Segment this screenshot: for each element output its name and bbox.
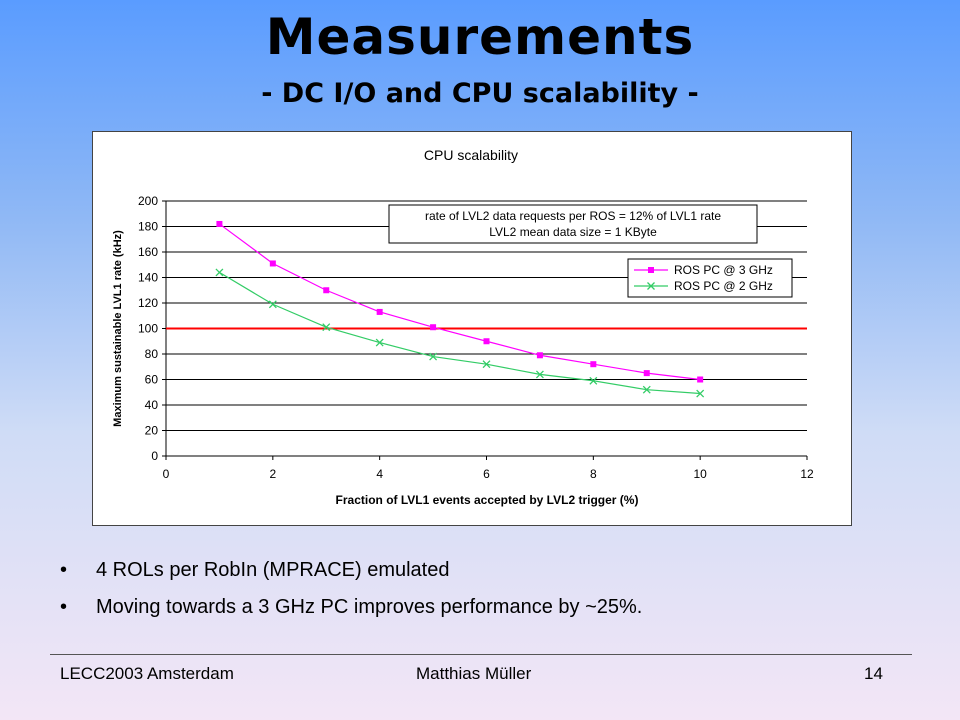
slide-subtitle: - DC I/O and CPU scalability - (261, 78, 699, 109)
series-line-1 (219, 223, 701, 381)
series-line-2 (219, 271, 701, 395)
data-point (590, 361, 597, 368)
y-tick-label: 180 (138, 220, 158, 234)
x-tick-label: 2 (269, 467, 276, 481)
data-point (483, 338, 490, 345)
data-point (268, 300, 277, 309)
data-point (697, 376, 704, 383)
bullet-item: • Moving towards a 3 GHz PC improves per… (60, 592, 642, 629)
y-tick-label: 20 (145, 424, 159, 438)
y-tick-label: 40 (145, 398, 159, 412)
data-point (535, 370, 544, 379)
x-tick-label: 0 (163, 467, 170, 481)
x-tick-label: 10 (693, 467, 707, 481)
data-point (376, 308, 383, 315)
footer-page-number: 14 (864, 664, 883, 683)
annotation-box (388, 204, 758, 244)
bullet-list: • 4 ROLs per RobIn (MPRACE) emulated • M… (60, 555, 642, 629)
footer-divider (50, 654, 912, 655)
x-tick-label: 8 (590, 467, 597, 481)
legend-marker (648, 267, 654, 273)
y-tick-label: 80 (145, 347, 159, 361)
y-tick-label: 200 (138, 194, 158, 208)
y-tick-label: 120 (138, 296, 158, 310)
data-point (642, 385, 651, 394)
x-tick-label: 12 (800, 467, 814, 481)
chart-area: CPU scalability 0 20 40 60 80 100 120 140 160 180 2… (92, 131, 852, 526)
y-tick-label: 140 (138, 271, 158, 285)
legend-label: ROS PC @ 3 GHz (674, 263, 773, 277)
legend-box (627, 258, 793, 298)
annotation-text: LVL2 mean data size = 1 KByte (489, 225, 657, 239)
data-point (696, 389, 705, 398)
y-tick-label: 60 (145, 373, 159, 387)
data-point (589, 376, 598, 385)
y-tick-label: 160 (138, 245, 158, 259)
cpu-scalability-chart: CPU scalability0204060801001201401601802… (112, 147, 814, 507)
bullet-text: 4 ROLs per RobIn (MPRACE) emulated (96, 559, 450, 581)
bullet-item: • 4 ROLs per RobIn (MPRACE) emulated (60, 555, 642, 592)
bullet-dot: • (60, 596, 68, 618)
y-tick-label: 0 (151, 449, 158, 463)
footer-conference: LECC2003 Amsterdam (60, 664, 234, 683)
data-point (375, 338, 384, 347)
data-point (323, 287, 330, 294)
chart-title: CPU scalability (424, 147, 518, 163)
bullet-text: Moving towards a 3 GHz PC improves perfo… (96, 596, 643, 618)
footer-author: Matthias Müller (416, 664, 532, 683)
legend-marker (647, 282, 655, 290)
x-tick-label: 4 (376, 467, 383, 481)
data-point (429, 352, 438, 361)
data-point (482, 360, 491, 369)
data-point (430, 324, 437, 331)
data-point (216, 220, 223, 227)
x-axis-label: Fraction of LVL1 events accepted by LVL2… (336, 493, 639, 507)
data-point (643, 370, 650, 377)
y-axis-label: Maximum sustainable LVL1 rate (kHz) (112, 230, 124, 427)
annotation-text: rate of LVL2 data requests per ROS = 12%… (425, 209, 721, 223)
data-point (269, 260, 276, 267)
bullet-dot: • (60, 559, 68, 581)
x-tick-label: 6 (483, 467, 490, 481)
data-point (215, 268, 224, 277)
y-tick-label: 100 (138, 322, 158, 336)
legend-label: ROS PC @ 2 GHz (674, 279, 773, 293)
data-point (536, 352, 543, 359)
data-point (322, 323, 331, 332)
slide-title: Measurements (265, 8, 695, 66)
